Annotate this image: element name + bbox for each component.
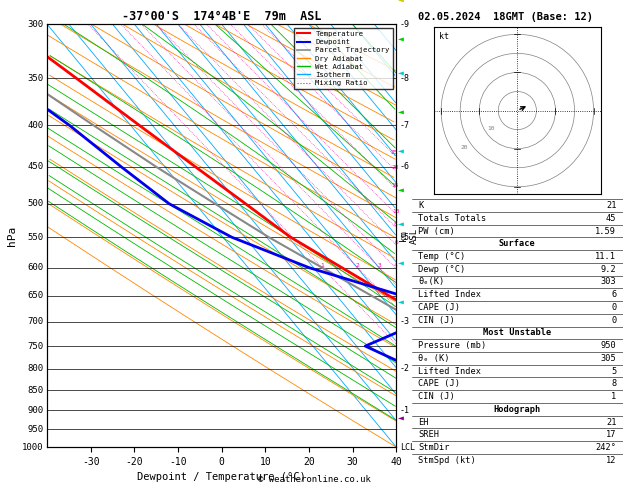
Text: 1: 1 (320, 262, 324, 267)
Text: 500: 500 (28, 199, 43, 208)
Text: ◄: ◄ (398, 0, 404, 5)
Text: CAPE (J): CAPE (J) (418, 303, 460, 312)
Text: 3: 3 (377, 262, 381, 267)
Text: 21: 21 (606, 417, 616, 427)
Text: 10: 10 (487, 125, 494, 131)
Text: 15: 15 (391, 183, 399, 188)
Text: 8: 8 (393, 222, 397, 227)
Text: ◄: ◄ (398, 258, 404, 267)
Text: LCL: LCL (400, 443, 415, 451)
Text: 10: 10 (392, 209, 400, 214)
Text: Dewp (°C): Dewp (°C) (418, 265, 465, 274)
Text: -6: -6 (400, 162, 409, 171)
Text: SREH: SREH (418, 430, 439, 439)
Text: 02.05.2024  18GMT (Base: 12): 02.05.2024 18GMT (Base: 12) (418, 12, 593, 22)
Text: ◄: ◄ (398, 34, 404, 44)
Text: 21: 21 (606, 201, 616, 210)
Text: ◄: ◄ (398, 68, 404, 78)
Text: 350: 350 (28, 74, 43, 83)
Text: 600: 600 (28, 263, 43, 272)
Y-axis label: km
ASL: km ASL (399, 227, 418, 244)
Text: 305: 305 (601, 354, 616, 363)
Text: Most Unstable: Most Unstable (483, 329, 552, 337)
Legend: Temperature, Dewpoint, Parcel Trajectory, Dry Adiabat, Wet Adiabat, Isotherm, Mi: Temperature, Dewpoint, Parcel Trajectory… (294, 28, 392, 89)
Text: K: K (418, 201, 423, 210)
Text: Totals Totals: Totals Totals (418, 214, 487, 223)
Text: 4: 4 (393, 262, 397, 267)
Text: 242°: 242° (596, 443, 616, 452)
Text: EH: EH (418, 417, 429, 427)
Text: PW (cm): PW (cm) (418, 226, 455, 236)
Text: CIN (J): CIN (J) (418, 316, 455, 325)
Text: 0: 0 (611, 316, 616, 325)
Text: Lifted Index: Lifted Index (418, 366, 481, 376)
Text: 950: 950 (601, 341, 616, 350)
Text: θₑ (K): θₑ (K) (418, 354, 450, 363)
Text: 6: 6 (394, 240, 398, 245)
Text: 1.59: 1.59 (596, 226, 616, 236)
Text: 900: 900 (28, 406, 43, 415)
Text: θₑ(K): θₑ(K) (418, 278, 445, 286)
Text: -9: -9 (400, 20, 409, 29)
Text: Pressure (mb): Pressure (mb) (418, 341, 487, 350)
Text: 1: 1 (611, 392, 616, 401)
X-axis label: Dewpoint / Temperature (°C): Dewpoint / Temperature (°C) (137, 472, 306, 483)
Text: ◄: ◄ (398, 146, 404, 156)
Text: hPa: hPa (8, 226, 17, 246)
Text: 17: 17 (606, 430, 616, 439)
Text: ◄: ◄ (398, 185, 404, 194)
Text: 850: 850 (28, 385, 43, 395)
Text: 20: 20 (391, 165, 399, 170)
Text: ◄: ◄ (398, 107, 404, 117)
Text: Surface: Surface (499, 239, 536, 248)
Text: 45: 45 (606, 214, 616, 223)
Text: 8: 8 (611, 380, 616, 388)
Text: 0: 0 (611, 303, 616, 312)
Text: 9.2: 9.2 (601, 265, 616, 274)
Text: -1: -1 (400, 406, 409, 415)
Text: ◄: ◄ (398, 219, 404, 228)
Text: 303: 303 (601, 278, 616, 286)
Text: 20: 20 (460, 145, 468, 150)
Text: kt: kt (438, 32, 448, 41)
Text: 400: 400 (28, 121, 43, 130)
Text: 750: 750 (28, 342, 43, 350)
Text: StmDir: StmDir (418, 443, 450, 452)
Text: 25: 25 (391, 151, 398, 156)
Text: -5: -5 (400, 233, 409, 242)
Text: 950: 950 (28, 425, 43, 434)
Text: -2: -2 (400, 364, 409, 373)
Text: Lifted Index: Lifted Index (418, 290, 481, 299)
Text: -3: -3 (400, 317, 409, 327)
Text: © weatheronline.co.uk: © weatheronline.co.uk (258, 474, 371, 484)
Text: 700: 700 (28, 317, 43, 327)
Text: 1000: 1000 (22, 443, 43, 451)
Text: ◄: ◄ (398, 413, 404, 423)
Text: CAPE (J): CAPE (J) (418, 380, 460, 388)
Text: 650: 650 (28, 291, 43, 300)
Text: 550: 550 (28, 233, 43, 242)
Text: 800: 800 (28, 364, 43, 373)
Text: -8: -8 (400, 74, 409, 83)
Text: StmSpd (kt): StmSpd (kt) (418, 456, 476, 465)
Text: 5: 5 (611, 366, 616, 376)
Text: 450: 450 (28, 162, 43, 171)
Text: 12: 12 (606, 456, 616, 465)
Text: 11.1: 11.1 (596, 252, 616, 261)
Title: -37°00'S  174°4B'E  79m  ASL: -37°00'S 174°4B'E 79m ASL (122, 10, 321, 23)
Text: Hodograph: Hodograph (494, 405, 541, 414)
Text: 6: 6 (611, 290, 616, 299)
Text: 2: 2 (355, 262, 359, 267)
Text: CIN (J): CIN (J) (418, 392, 455, 401)
Text: -7: -7 (400, 121, 409, 130)
Text: ◄: ◄ (398, 296, 404, 306)
Text: Temp (°C): Temp (°C) (418, 252, 465, 261)
Text: 300: 300 (28, 20, 43, 29)
